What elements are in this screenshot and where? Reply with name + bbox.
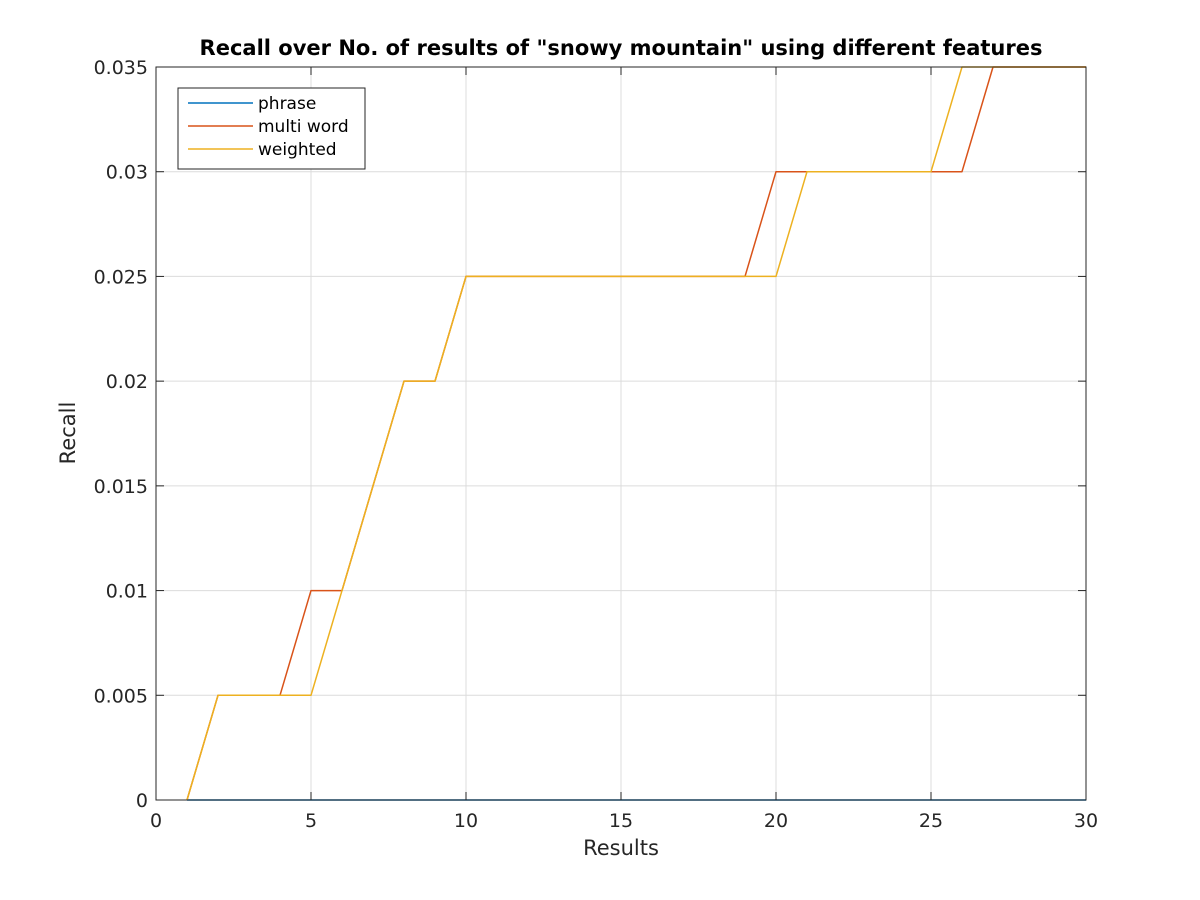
y-tick-label: 0.01 bbox=[106, 581, 148, 603]
ticks: 0 5 10 15 20 25 30 0 0.005 0.01 0.015 0.02 0.025 0.03… bbox=[94, 57, 1099, 832]
y-tick-label: 0.025 bbox=[94, 266, 148, 288]
y-tick-label: 0.005 bbox=[94, 685, 148, 707]
legend-label: multi word bbox=[258, 117, 349, 137]
chart-title: Recall over No. of results of "snowy mou… bbox=[200, 36, 1043, 60]
grid bbox=[156, 67, 1086, 800]
legend-box bbox=[177, 87, 366, 170]
series-line-multi-word bbox=[186, 66, 1086, 801]
series-line-weighted bbox=[186, 66, 1086, 801]
plot-area bbox=[186, 66, 1086, 801]
x-tick-label: 0 bbox=[150, 810, 162, 832]
x-tick-label: 25 bbox=[919, 810, 943, 832]
x-tick-label: 30 bbox=[1074, 810, 1098, 832]
x-tick-label: 20 bbox=[764, 810, 788, 832]
y-tick-label: 0.035 bbox=[94, 57, 148, 79]
y-tick-label: 0.02 bbox=[106, 371, 148, 393]
x-tick-label: 10 bbox=[454, 810, 478, 832]
y-axis-label: Recall bbox=[56, 402, 80, 465]
legend-label: phrase bbox=[258, 94, 316, 114]
x-tick-label: 15 bbox=[609, 810, 633, 832]
x-tick-label: 5 bbox=[305, 810, 317, 832]
y-tick-label: 0.015 bbox=[94, 476, 148, 498]
x-axis-label: Results bbox=[583, 836, 659, 860]
legend-label: weighted bbox=[258, 140, 337, 160]
y-tick-label: 0.03 bbox=[106, 162, 148, 184]
legend: phrase multi word weighted bbox=[177, 87, 366, 170]
y-tick-label: 0 bbox=[136, 790, 148, 812]
